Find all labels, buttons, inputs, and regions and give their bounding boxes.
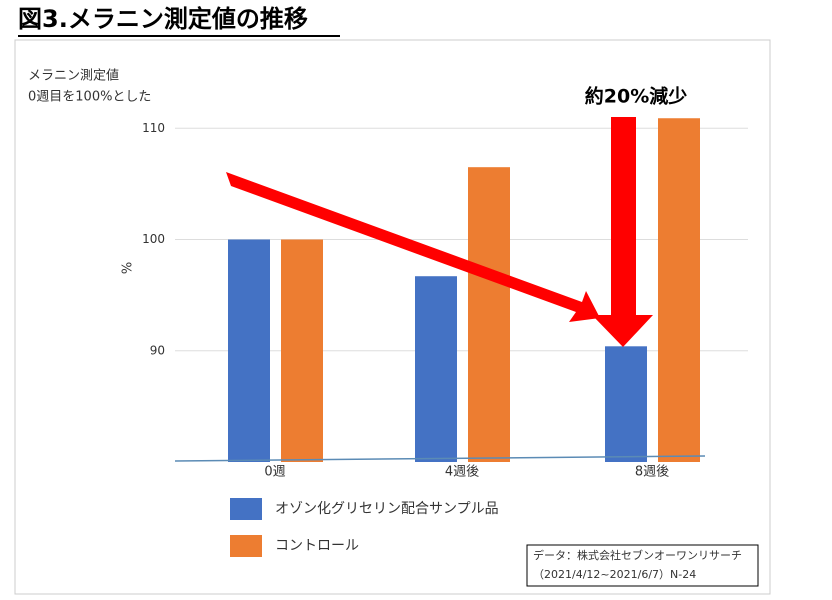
y-note: メラニン測定値 — [28, 68, 119, 84]
y-tick-label: 100 — [142, 232, 165, 246]
legend-label: コントロール — [275, 538, 359, 554]
annotation: 約20%減少 — [585, 85, 687, 108]
bar — [605, 346, 647, 462]
y-axis-label: % — [121, 262, 136, 274]
x-tick-label: 0週 — [264, 465, 285, 480]
bar — [415, 276, 457, 462]
y-tick-label: 110 — [142, 121, 165, 135]
bar — [228, 239, 270, 462]
source-text: （2021/4/12~2021/6/7）N-24 — [533, 568, 696, 581]
chart-title: 図3.メラニン測定値の推移 — [18, 5, 308, 33]
chart-frame — [14, 39, 771, 595]
drop-arrow — [592, 117, 653, 347]
bar — [468, 167, 510, 462]
x-tick-label: 8週後 — [635, 465, 669, 480]
bar — [281, 239, 323, 462]
y-note: 0週目を100%とした — [28, 90, 151, 105]
bar — [658, 118, 700, 463]
legend-swatch — [230, 498, 262, 520]
x-tick-label: 4週後 — [445, 465, 479, 480]
source-text: データ：株式会社セブンオーワンリサーチ — [533, 548, 742, 562]
legend-swatch — [230, 535, 262, 557]
legend-label: オゾン化グリセリン配合サンプル品 — [275, 501, 499, 517]
trend-arrow — [226, 172, 600, 322]
source-box — [526, 544, 759, 587]
x-axis — [174, 455, 706, 462]
y-tick-label: 90 — [150, 343, 165, 357]
